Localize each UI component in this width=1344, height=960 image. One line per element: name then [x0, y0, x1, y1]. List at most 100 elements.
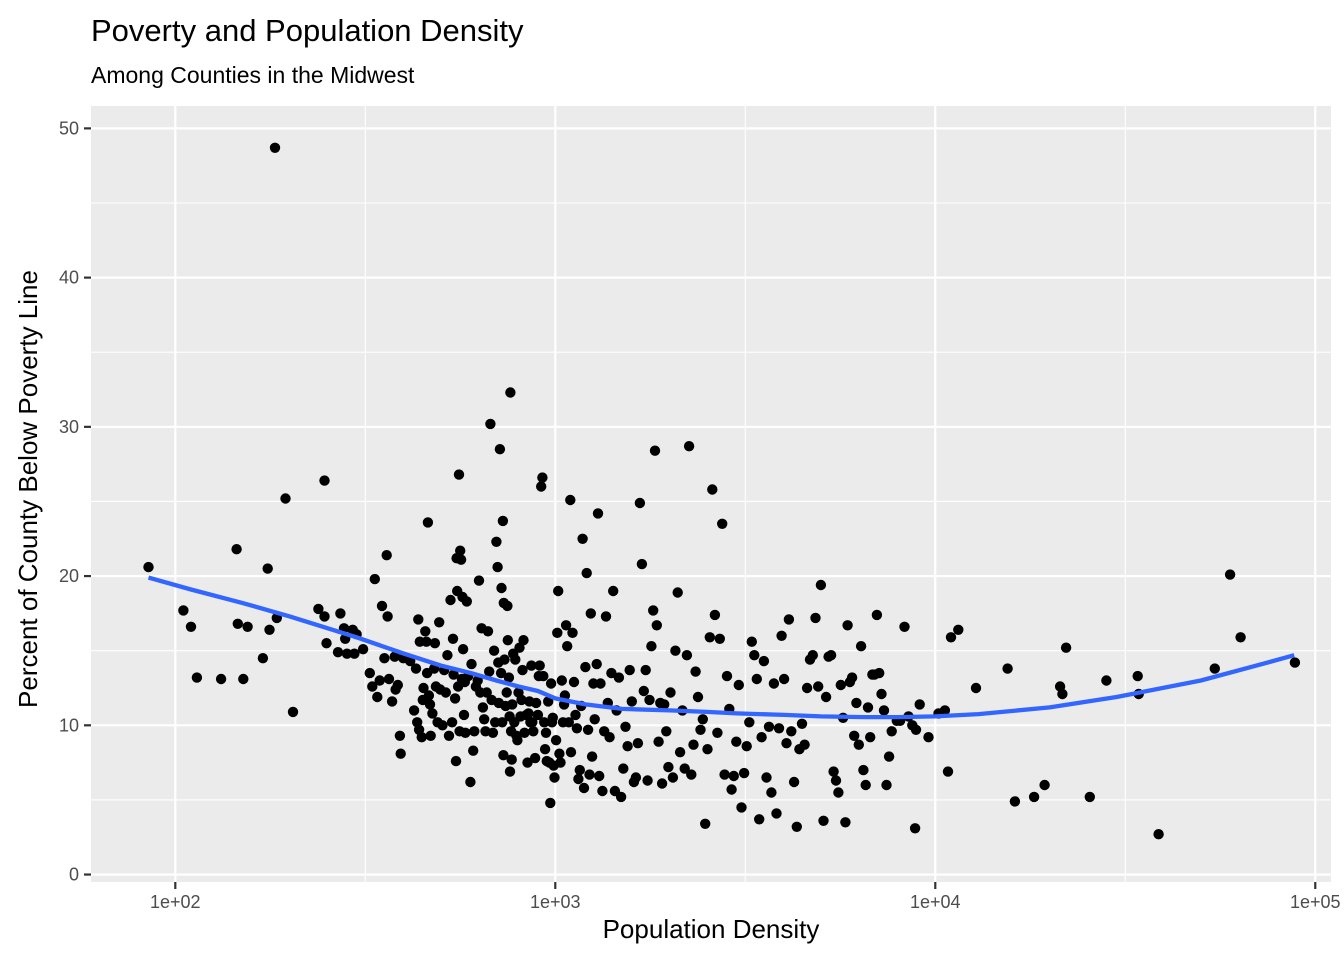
data-point — [638, 685, 649, 697]
data-point — [502, 600, 513, 612]
data-point — [449, 693, 461, 704]
data-point — [688, 739, 699, 750]
data-point — [386, 696, 398, 707]
data-point — [287, 706, 299, 718]
data-point — [574, 764, 585, 776]
data-point — [484, 666, 495, 677]
data-point — [372, 691, 383, 703]
data-point — [883, 751, 895, 762]
data-point — [632, 738, 644, 749]
data-point — [506, 754, 517, 765]
data-point — [556, 675, 567, 686]
data-point — [457, 644, 469, 655]
data-point — [460, 727, 471, 738]
data-point — [700, 818, 711, 829]
smooth-trend-line — [147, 575, 1295, 720]
data-point — [447, 633, 459, 644]
data-point — [692, 691, 704, 703]
data-point — [640, 664, 651, 676]
data-point — [860, 779, 871, 791]
data-point — [731, 736, 742, 747]
data-point — [690, 666, 701, 677]
data-point — [786, 726, 797, 737]
data-point — [796, 718, 808, 729]
data-point — [423, 690, 435, 701]
data-point — [945, 632, 957, 643]
data-point — [565, 747, 577, 758]
data-point — [547, 712, 558, 723]
data-point — [528, 726, 539, 737]
data-point — [418, 682, 429, 694]
data-point — [497, 515, 509, 527]
data-point — [1060, 642, 1072, 653]
data-point — [413, 614, 424, 625]
data-point — [717, 518, 728, 529]
data-point — [448, 669, 459, 680]
data-point — [560, 620, 572, 631]
data-point — [408, 705, 420, 716]
data-point — [469, 726, 480, 737]
data-point — [853, 739, 864, 750]
data-point — [597, 785, 608, 797]
y-axis: 0 10 20 30 40 50 — [59, 118, 91, 885]
data-point — [517, 664, 528, 676]
data-point — [661, 726, 672, 737]
data-point — [349, 648, 360, 659]
data-point — [626, 696, 637, 707]
data-point — [754, 814, 765, 825]
data-point — [512, 735, 523, 746]
data-point — [529, 752, 541, 764]
data-point — [421, 636, 432, 647]
chart-title: Poverty and Population Density — [91, 13, 524, 48]
data-point — [479, 714, 490, 725]
data-point — [835, 679, 846, 691]
data-point — [1224, 569, 1236, 580]
data-point — [443, 730, 455, 741]
data-point — [492, 561, 503, 573]
data-point — [494, 444, 506, 455]
data-point — [455, 554, 467, 565]
data-point — [364, 667, 375, 679]
data-point — [923, 732, 934, 743]
data-point — [849, 730, 860, 741]
data-point — [539, 717, 550, 728]
data-point — [429, 638, 441, 649]
data-point — [571, 723, 583, 734]
data-points — [143, 142, 1301, 840]
data-point — [871, 609, 883, 621]
data-point — [262, 563, 273, 574]
data-point — [540, 727, 552, 738]
data-point — [539, 744, 551, 755]
data-point — [332, 647, 344, 658]
data-point — [503, 672, 515, 683]
data-point — [185, 621, 197, 632]
data-point — [537, 472, 548, 483]
chart-subtitle: Among Counties in the Midwest — [91, 62, 415, 88]
y-tick-label: 30 — [59, 417, 79, 437]
data-point — [1101, 675, 1112, 686]
data-point — [656, 778, 668, 789]
data-point — [501, 687, 512, 698]
data-point — [813, 681, 824, 692]
data-point — [143, 561, 154, 573]
data-point — [606, 667, 617, 679]
data-point — [781, 738, 792, 749]
data-point — [319, 611, 330, 622]
data-point — [825, 650, 837, 661]
y-tick-label: 0 — [69, 865, 79, 885]
data-point — [491, 536, 502, 547]
data-point — [416, 732, 427, 743]
y-axis-title: Percent of County Below Poverty Line — [13, 270, 43, 708]
data-point — [608, 585, 619, 597]
data-point — [264, 624, 275, 635]
data-point — [553, 585, 564, 597]
data-point — [670, 645, 681, 656]
data-point — [799, 739, 810, 750]
data-point — [1235, 632, 1246, 643]
data-point — [321, 638, 332, 649]
data-point — [589, 714, 600, 725]
data-point — [595, 678, 606, 689]
data-point — [586, 751, 598, 762]
data-point — [570, 709, 581, 721]
data-point — [381, 550, 392, 561]
